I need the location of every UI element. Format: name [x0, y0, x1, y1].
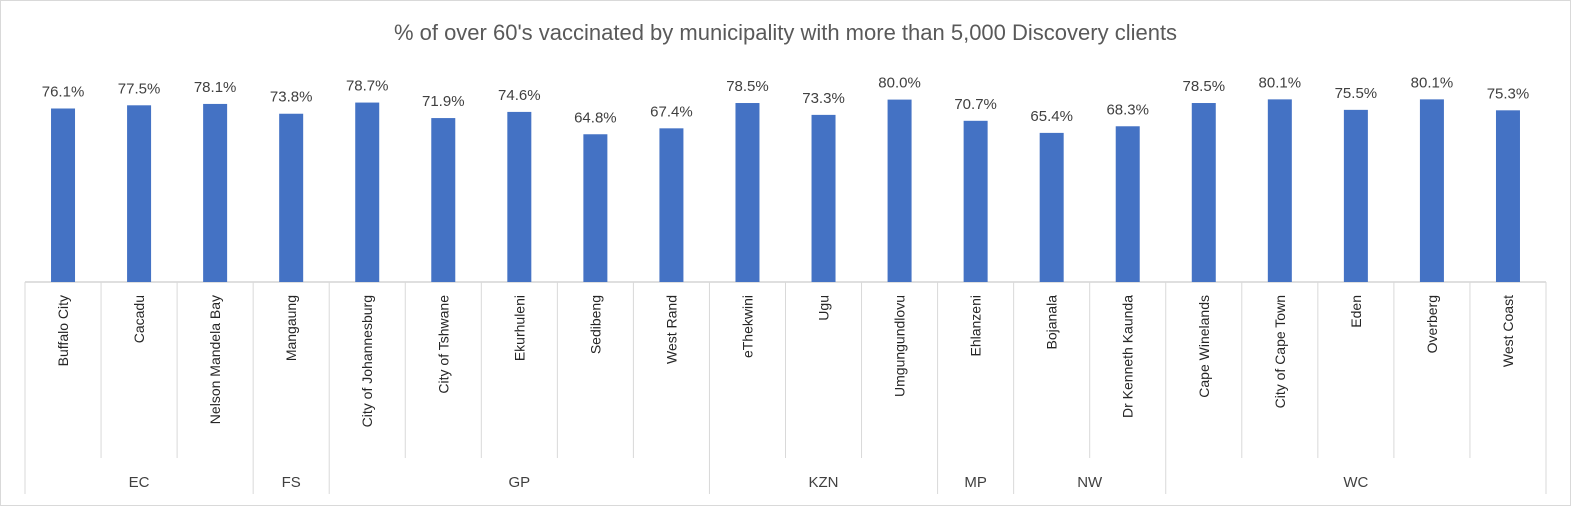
data-label: 78.1%: [194, 79, 237, 96]
group-label: WC: [1343, 474, 1368, 491]
data-label: 65.4%: [1030, 108, 1073, 125]
category-label: City of Tshwane: [435, 295, 451, 394]
bar: [507, 111, 532, 282]
data-label: 73.3%: [802, 90, 845, 107]
bar: [963, 120, 988, 282]
category-label: Ehlanzeni: [968, 295, 984, 357]
bar: [659, 128, 684, 282]
data-label: 78.7%: [346, 78, 389, 95]
bar: [1267, 99, 1292, 282]
group-label: GP: [508, 474, 530, 491]
chart-title: % of over 60's vaccinated by municipalit…: [393, 20, 1178, 45]
category-label: Ugu: [816, 295, 832, 321]
category-label: Umgungundlovu: [892, 295, 908, 397]
data-label: 67.4%: [650, 103, 693, 120]
bar: [811, 114, 836, 282]
category-label: eThekwini: [739, 295, 755, 358]
bar: [735, 103, 760, 283]
group-label: FS: [282, 474, 301, 491]
category-label: Nelson Mandela Bay: [207, 295, 223, 424]
data-label: 68.3%: [1106, 101, 1149, 118]
group-label: MP: [964, 474, 987, 491]
bar: [355, 102, 380, 283]
data-label: 77.5%: [118, 80, 161, 97]
bar: [1343, 109, 1368, 282]
data-label: 80.1%: [1411, 74, 1454, 91]
bar: [583, 134, 608, 282]
category-label: Overberg: [1424, 295, 1440, 353]
group-label: EC: [129, 474, 150, 491]
category-label: Cape Winelands: [1196, 295, 1212, 398]
category-label: West Rand: [663, 295, 679, 364]
data-label: 74.6%: [498, 87, 541, 104]
bar: [279, 113, 304, 283]
data-label: 75.5%: [1335, 85, 1378, 102]
data-label: 70.7%: [954, 96, 997, 113]
category-label: Sedibeng: [587, 295, 603, 354]
category-label: Mangaung: [283, 295, 299, 361]
bar: [1115, 126, 1140, 282]
bar: [51, 108, 76, 282]
bar: [887, 99, 912, 282]
data-label: 80.1%: [1259, 74, 1302, 91]
bar: [431, 118, 456, 283]
data-label: 71.9%: [422, 93, 465, 110]
category-label: Buffalo City: [55, 295, 71, 366]
data-label: 76.1%: [42, 83, 85, 100]
bar: [1039, 132, 1064, 282]
category-label: Cacadu: [131, 295, 147, 343]
group-label: NW: [1077, 474, 1103, 491]
category-label: City of Cape Town: [1272, 295, 1288, 408]
category-label: City of Johannesburg: [359, 295, 375, 427]
data-label: 64.8%: [574, 109, 617, 126]
category-label: Dr Kenneth Kaunda: [1120, 295, 1136, 418]
data-label: 78.5%: [1183, 78, 1226, 95]
data-label: 80.0%: [878, 75, 921, 92]
category-label: Eden: [1348, 295, 1364, 328]
category-label: West Coast: [1500, 295, 1516, 367]
bar: [127, 105, 152, 282]
bar: [1495, 110, 1520, 282]
bar: [203, 103, 228, 282]
bar: [1191, 103, 1216, 283]
bar: [1419, 99, 1444, 282]
group-label: KZN: [809, 474, 839, 491]
category-label: Ekurhuleni: [511, 295, 527, 361]
data-label: 73.8%: [270, 89, 313, 106]
data-label: 78.5%: [726, 78, 769, 95]
category-label: Bojanala: [1044, 295, 1060, 350]
data-label: 75.3%: [1487, 85, 1530, 102]
